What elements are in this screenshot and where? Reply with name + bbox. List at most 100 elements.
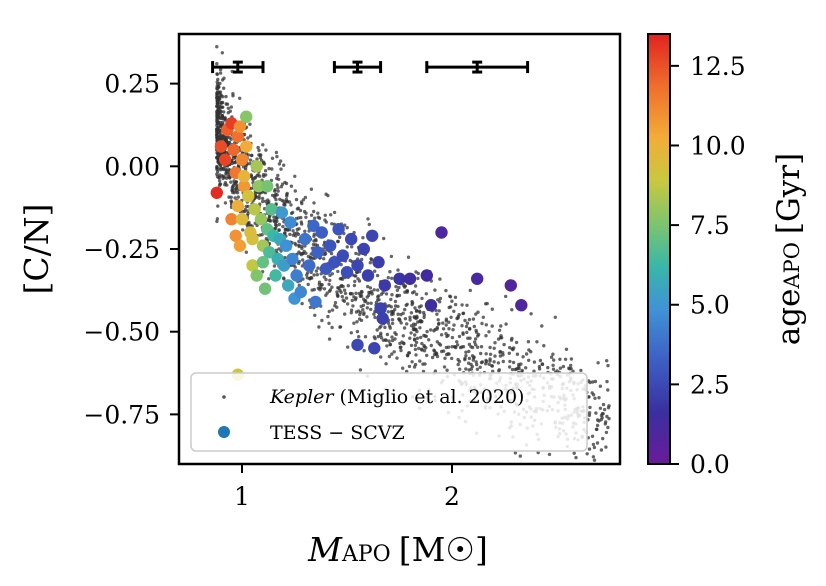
- kepler-point: [259, 153, 263, 157]
- kepler-point: [587, 395, 591, 399]
- kepler-point: [474, 360, 478, 364]
- kepler-point: [540, 362, 544, 366]
- kepler-point: [590, 476, 593, 479]
- kepler-point: [275, 176, 279, 181]
- kepler-point: [396, 268, 400, 272]
- kepler-point: [363, 335, 368, 339]
- kepler-point: [373, 269, 377, 273]
- kepler-point: [502, 342, 506, 347]
- kepler-point: [218, 173, 222, 177]
- kepler-point: [593, 396, 597, 400]
- kepler-point: [282, 277, 286, 281]
- kepler-point: [473, 340, 477, 344]
- kepler-point: [376, 334, 380, 339]
- kepler-point: [300, 301, 304, 306]
- kepler-point: [350, 245, 354, 249]
- kepler-point: [607, 416, 611, 421]
- tess-point: [345, 232, 358, 246]
- x-axis-label-unit: [M☉]: [399, 530, 488, 569]
- kepler-point: [215, 80, 219, 84]
- kepler-point: [398, 341, 402, 346]
- kepler-point: [285, 191, 289, 196]
- kepler-point: [455, 343, 460, 347]
- kepler-point: [606, 388, 610, 392]
- kepler-point: [444, 288, 448, 293]
- kepler-point: [524, 352, 529, 356]
- kepler-point: [418, 359, 422, 363]
- kepler-point: [568, 475, 571, 478]
- kepler-point: [456, 362, 460, 367]
- kepler-point: [484, 323, 488, 327]
- kepler-point: [472, 324, 476, 329]
- kepler-point: [220, 114, 225, 118]
- colorbar-tick-label: 5.0: [690, 291, 730, 320]
- kepler-point: [410, 302, 414, 307]
- kepler-point: [453, 302, 458, 307]
- kepler-point: [492, 360, 496, 364]
- tess-point: [357, 242, 370, 256]
- kepler-point: [410, 291, 415, 295]
- kepler-point: [397, 285, 401, 290]
- kepler-point: [312, 287, 316, 292]
- kepler-point: [412, 315, 416, 319]
- kepler-point: [342, 288, 347, 292]
- colorbar-tick-label: 2.5: [690, 370, 730, 399]
- kepler-point: [390, 321, 395, 326]
- kepler-point: [448, 294, 452, 298]
- kepler-point: [481, 315, 485, 319]
- kepler-point: [399, 348, 403, 353]
- kepler-point: [319, 286, 323, 290]
- kepler-point: [301, 198, 306, 202]
- tess-point: [361, 269, 375, 282]
- y-axis-ticks: 0.25 0.00 −0.25 −0.50 −0.75: [83, 70, 179, 429]
- kepler-point: [353, 274, 357, 278]
- tess-point: [374, 302, 387, 315]
- kepler-point: [464, 350, 468, 354]
- y-tick-label: −0.50: [83, 318, 160, 347]
- kepler-point: [390, 276, 394, 280]
- kepler-point: [352, 321, 356, 325]
- kepler-point: [405, 353, 410, 357]
- kepler-point: [260, 233, 264, 237]
- tess-point: [324, 239, 337, 252]
- kepler-point: [361, 303, 366, 308]
- error-bar: [211, 60, 265, 74]
- kepler-point: [604, 430, 609, 435]
- kepler-point: [277, 247, 281, 251]
- kepler-point: [393, 331, 397, 335]
- kepler-point: [272, 215, 276, 219]
- kepler-point: [418, 326, 422, 330]
- kepler-point: [461, 331, 465, 335]
- kepler-point: [330, 222, 334, 226]
- kepler-point: [457, 334, 462, 339]
- kepler-point: [498, 354, 503, 358]
- kepler-point: [504, 322, 508, 326]
- kepler-point: [276, 186, 280, 190]
- kepler-point: [260, 196, 265, 201]
- kepler-point: [441, 321, 445, 325]
- tess-point: [231, 130, 244, 143]
- tess-point: [366, 229, 379, 242]
- kepler-point: [367, 290, 371, 295]
- kepler-point: [248, 122, 252, 126]
- kepler-point: [537, 364, 542, 369]
- kepler-point: [390, 352, 394, 356]
- kepler-point: [470, 354, 475, 358]
- kepler-point: [376, 288, 380, 292]
- kepler-point: [349, 308, 354, 312]
- kepler-point: [508, 359, 512, 364]
- kepler-point: [602, 407, 607, 412]
- kepler-point: [228, 175, 232, 180]
- kepler-point: [357, 279, 362, 283]
- kepler-point: [515, 352, 520, 356]
- tess-series: [210, 110, 528, 381]
- kepler-point: [266, 218, 271, 223]
- kepler-point: [417, 309, 422, 313]
- kepler-point: [510, 347, 514, 351]
- kepler-point: [450, 345, 454, 349]
- kepler-point: [397, 317, 402, 321]
- kepler-point: [221, 120, 225, 125]
- kepler-point: [329, 251, 334, 256]
- kepler-point: [601, 436, 605, 441]
